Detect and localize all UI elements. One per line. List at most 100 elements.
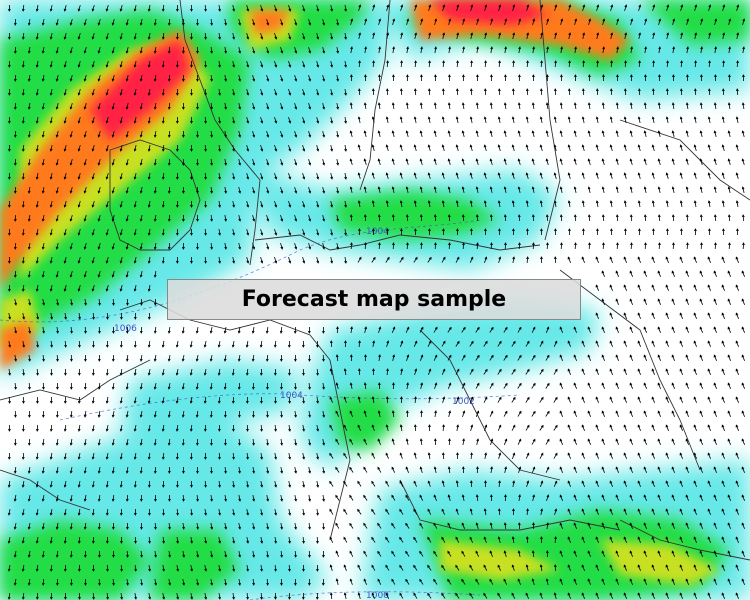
wind-arrow-icon	[119, 368, 123, 376]
wind-arrow-icon	[503, 382, 508, 389]
wind-arrow-icon	[644, 242, 647, 250]
wind-arrow-icon	[363, 466, 368, 473]
wind-arrow-icon	[595, 536, 599, 543]
wind-arrow-icon	[657, 158, 661, 166]
wind-arrow-icon	[363, 550, 368, 557]
wind-arrow-icon	[609, 536, 613, 543]
wind-arrow-icon	[343, 480, 348, 487]
wind-arrow-icon	[707, 508, 711, 515]
wind-arrow-icon	[266, 410, 269, 418]
wind-arrow-icon	[470, 452, 473, 460]
wind-arrow-icon	[246, 4, 250, 12]
wind-arrow-icon	[526, 32, 530, 39]
wind-arrow-icon	[643, 186, 647, 193]
wind-arrow-icon	[391, 578, 396, 585]
wind-arrow-icon	[153, 74, 157, 82]
wind-arrow-icon	[49, 509, 53, 516]
wind-arrow-icon	[707, 200, 711, 208]
wind-arrow-icon	[112, 326, 115, 334]
wind-arrow-icon	[330, 89, 334, 96]
wind-arrow-icon	[679, 256, 683, 263]
wind-arrow-icon	[651, 88, 655, 96]
wind-arrow-icon	[224, 551, 228, 558]
wind-arrow-icon	[554, 228, 557, 236]
wind-arrow-icon	[512, 452, 516, 459]
wind-arrow-icon	[546, 494, 550, 502]
wind-arrow-icon	[560, 242, 563, 250]
wind-arrow-icon	[190, 172, 193, 180]
wind-arrow-icon	[615, 326, 619, 333]
wind-arrow-icon	[125, 382, 129, 390]
wind-arrow-icon	[246, 228, 250, 236]
wind-arrow-icon	[671, 214, 675, 222]
wind-arrow-icon	[36, 397, 39, 404]
wind-arrow-icon	[665, 312, 669, 319]
wind-arrow-icon	[699, 298, 703, 305]
wind-arrow-icon	[441, 88, 445, 96]
wind-arrow-icon	[511, 88, 515, 96]
wind-arrow-icon	[609, 592, 613, 599]
wind-arrow-icon	[97, 270, 101, 278]
wind-arrow-icon	[139, 103, 143, 110]
wind-arrow-icon	[623, 88, 627, 96]
wind-arrow-icon	[273, 340, 277, 348]
wind-arrow-icon	[441, 536, 446, 543]
wind-arrow-icon	[14, 382, 17, 390]
wind-arrow-icon	[679, 284, 683, 291]
wind-arrow-icon	[685, 354, 689, 361]
wind-arrow-icon	[266, 130, 270, 138]
wind-arrow-icon	[693, 284, 697, 291]
wind-arrow-icon	[685, 158, 689, 166]
wind-arrow-icon	[540, 228, 543, 236]
wind-arrow-icon	[232, 229, 236, 236]
wind-arrow-icon	[335, 438, 340, 445]
wind-arrow-icon	[419, 578, 424, 585]
wind-arrow-icon	[288, 369, 291, 376]
wind-arrow-icon	[442, 228, 445, 236]
wind-arrow-icon	[14, 327, 18, 334]
wind-arrow-icon	[615, 270, 619, 277]
wind-arrow-icon	[371, 564, 376, 571]
wind-arrow-icon	[400, 340, 404, 347]
wind-arrow-icon	[490, 466, 493, 474]
wind-arrow-icon	[322, 159, 326, 166]
wind-arrow-icon	[447, 130, 451, 138]
wind-arrow-icon	[147, 60, 151, 68]
wind-arrow-icon	[363, 130, 367, 138]
wind-arrow-icon	[336, 19, 340, 26]
wind-arrow-icon	[680, 32, 684, 39]
wind-arrow-icon	[693, 200, 697, 208]
wind-arrow-icon	[399, 536, 404, 543]
wind-arrow-icon	[139, 383, 143, 390]
wind-arrow-icon	[224, 74, 228, 82]
wind-arrow-icon	[181, 438, 185, 446]
wind-arrow-icon	[447, 578, 452, 585]
wind-arrow-icon	[190, 116, 193, 124]
wind-arrow-icon	[657, 550, 661, 557]
wind-arrow-icon	[119, 4, 123, 12]
wind-arrow-icon	[63, 60, 67, 68]
wind-arrow-icon	[623, 144, 627, 152]
wind-arrow-icon	[125, 494, 129, 502]
wind-arrow-icon	[335, 494, 340, 501]
wind-arrow-icon	[302, 172, 306, 180]
wind-arrow-icon	[517, 214, 521, 222]
wind-arrow-icon	[657, 186, 661, 193]
wind-arrow-icon	[371, 424, 375, 431]
wind-arrow-icon	[638, 60, 641, 68]
wind-arrow-icon	[280, 410, 283, 418]
wind-arrow-icon	[246, 509, 250, 516]
wind-arrow-icon	[377, 214, 381, 222]
wind-arrow-icon	[377, 494, 382, 501]
wind-arrow-icon	[49, 173, 53, 180]
wind-arrow-icon	[218, 172, 221, 180]
wind-arrow-icon	[125, 158, 129, 166]
wind-arrow-icon	[8, 313, 12, 320]
wind-arrow-icon	[414, 4, 418, 12]
wind-arrow-icon	[35, 284, 39, 292]
wind-arrow-icon	[447, 214, 451, 222]
wind-arrow-icon	[167, 130, 171, 138]
wind-arrow-icon	[316, 536, 319, 544]
wind-arrow-icon	[685, 382, 689, 389]
wind-arrow-icon	[153, 214, 157, 222]
